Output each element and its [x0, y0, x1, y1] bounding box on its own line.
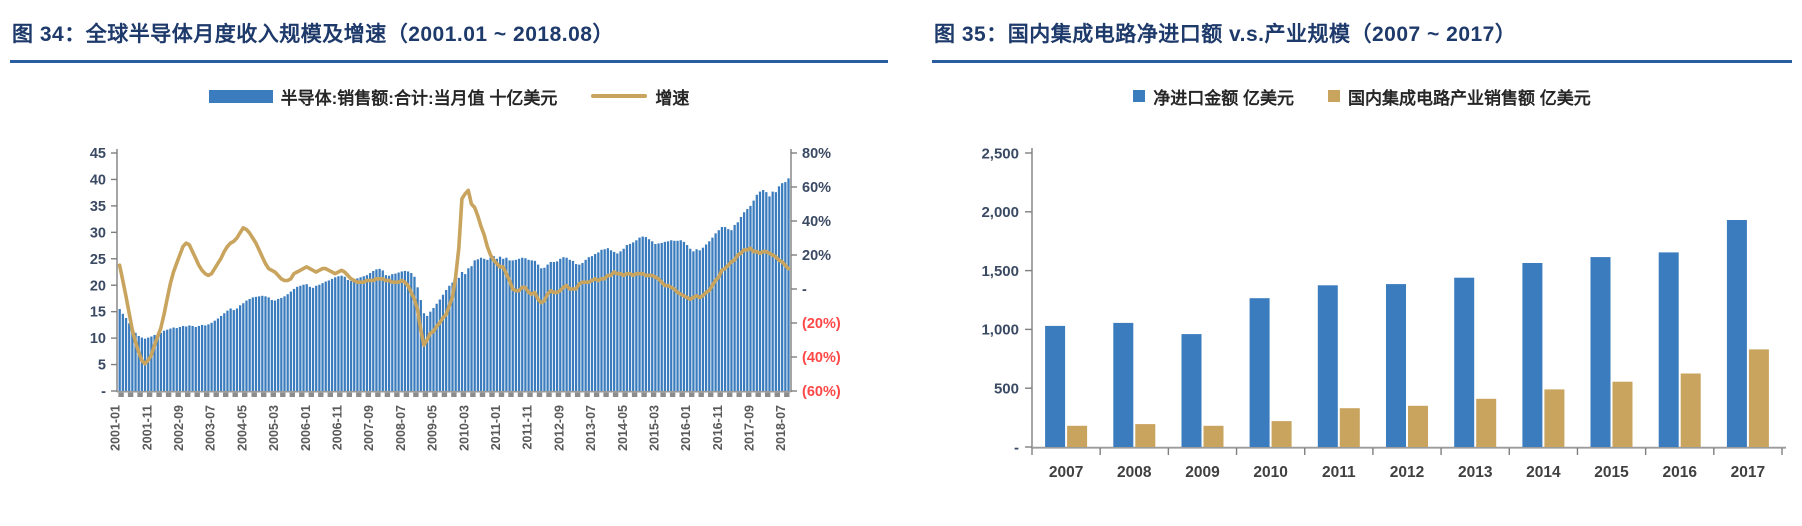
svg-text:2,500: 2,500	[981, 145, 1019, 162]
svg-text:2003-07: 2003-07	[204, 405, 218, 451]
x-axis-labels: 2007 2008 2009 2010 2011 2012 2013 2014 2015 2016…	[1031, 448, 1783, 481]
svg-text:-: -	[802, 282, 807, 298]
svg-text:2015-03: 2015-03	[648, 405, 662, 451]
svg-text:1,500: 1,500	[981, 263, 1019, 280]
net-import-bars	[1045, 220, 1747, 447]
line-series-swatch	[591, 94, 648, 98]
svg-text:20%: 20%	[802, 248, 831, 264]
domestic-sales-swatch	[1328, 90, 1340, 102]
svg-text:2009-05: 2009-05	[426, 405, 440, 451]
svg-text:2008: 2008	[1117, 464, 1152, 481]
svg-text:2011-11: 2011-11	[521, 405, 535, 450]
svg-text:(60%): (60%)	[802, 384, 841, 400]
svg-text:-: -	[1014, 439, 1019, 456]
svg-text:2011-01: 2011-01	[489, 405, 503, 450]
svg-text:2015: 2015	[1594, 464, 1629, 481]
svg-text:2,000: 2,000	[981, 204, 1019, 221]
svg-text:40%: 40%	[802, 214, 831, 230]
legend-item-growth: 增速	[591, 84, 689, 109]
svg-text:2004-05: 2004-05	[235, 405, 249, 451]
figure-35: 图 35：国内集成电路净进口额 v.s.产业规模（2007 ~ 2017） 净进…	[932, 12, 1792, 515]
figure-34-title: 图 34：全球半导体月度收入规模及增速（2001.01 ~ 2018.08）	[10, 12, 888, 63]
svg-text:15: 15	[90, 305, 106, 321]
x-axis-labels: 2001-01 2001-11 2002-09 2003-07 2004-05 2005-…	[109, 405, 789, 451]
svg-text:2010-03: 2010-03	[457, 405, 471, 451]
combo-chart-canvas: 45 40 35 30 25 20 15 10 5 - 80% 60% 40% 20% - (20%) (40%…	[90, 146, 841, 451]
svg-text:35: 35	[90, 199, 106, 215]
svg-text:2016: 2016	[1662, 464, 1697, 481]
legend-item-net-import: 净进口金额 亿美元	[1133, 84, 1294, 109]
grouped-bar-chart-canvas: 2,500 2,000 1,500 1,000 500 - 2007 2008 2009 2010…	[981, 145, 1786, 481]
svg-text:2012-09: 2012-09	[552, 405, 566, 451]
left-axis-labels: 45 40 35 30 25 20 15 10 5 -	[90, 146, 117, 400]
svg-text:2013-07: 2013-07	[584, 405, 598, 451]
svg-text:2012: 2012	[1390, 464, 1424, 481]
svg-text:2016-11: 2016-11	[711, 405, 725, 450]
svg-text:20: 20	[90, 278, 106, 294]
svg-text:2017-09: 2017-09	[743, 405, 757, 451]
svg-text:5: 5	[98, 358, 106, 374]
svg-text:2001-11: 2001-11	[140, 405, 154, 450]
svg-text:45: 45	[90, 146, 106, 162]
svg-text:2014: 2014	[1526, 464, 1561, 481]
svg-text:2013: 2013	[1458, 464, 1493, 481]
x-axis-ticks	[118, 392, 790, 397]
bar-series-swatch	[208, 89, 273, 103]
svg-text:2016-01: 2016-01	[679, 405, 693, 451]
svg-text:2006-01: 2006-01	[299, 405, 313, 451]
legend-label-growth: 增速	[655, 88, 690, 108]
figure-35-legend: 净进口金额 亿美元 国内集成电路产业销售额 亿美元	[932, 84, 1792, 109]
svg-text:2018-07: 2018-07	[774, 405, 788, 451]
growth-line	[117, 188, 791, 366]
svg-text:40: 40	[90, 173, 106, 189]
sales-bars	[118, 178, 790, 391]
svg-text:2010: 2010	[1253, 464, 1287, 481]
legend-label-sales: 半导体:销售额:合计:当月值 十亿美元	[280, 88, 558, 108]
svg-text:2001-01: 2001-01	[109, 405, 123, 451]
y-axis-labels: 2,500 2,000 1,500 1,000 500 -	[981, 145, 1032, 456]
svg-text:2008-07: 2008-07	[394, 405, 408, 451]
legend-item-domestic-sales: 国内集成电路产业销售额 亿美元	[1328, 84, 1591, 109]
net-import-swatch	[1133, 90, 1146, 102]
svg-text:2014-05: 2014-05	[616, 405, 630, 451]
svg-text:1,000: 1,000	[981, 322, 1019, 339]
svg-text:(40%): (40%)	[802, 350, 841, 366]
svg-text:500: 500	[994, 380, 1019, 397]
svg-text:30: 30	[90, 225, 106, 241]
svg-text:2007-09: 2007-09	[362, 405, 376, 451]
domestic-sales-bars	[1067, 349, 1769, 447]
svg-text:80%: 80%	[802, 146, 831, 162]
figure-35-title: 图 35：国内集成电路净进口额 v.s.产业规模（2007 ~ 2017）	[932, 12, 1792, 63]
svg-text:2006-11: 2006-11	[331, 405, 345, 450]
legend-label-domestic-sales: 国内集成电路产业销售额 亿美元	[1348, 88, 1591, 108]
svg-text:60%: 60%	[802, 180, 831, 196]
svg-text:2005-03: 2005-03	[267, 405, 281, 451]
svg-text:2017: 2017	[1731, 464, 1765, 481]
svg-text:2009: 2009	[1185, 464, 1220, 481]
svg-text:2011: 2011	[1322, 464, 1356, 481]
figure-34-legend: 半导体:销售额:合计:当月值 十亿美元 增速	[10, 84, 888, 109]
legend-label-net-import: 净进口金额 亿美元	[1153, 88, 1294, 108]
right-axis-labels: 80% 60% 40% 20% - (20%) (40%) (60%)	[791, 146, 841, 400]
svg-text:10: 10	[90, 331, 106, 347]
svg-text:(20%): (20%)	[802, 316, 841, 332]
figure-34: 图 34：全球半导体月度收入规模及增速（2001.01 ~ 2018.08） 半…	[10, 12, 888, 515]
svg-text:-: -	[101, 384, 106, 400]
svg-text:2007: 2007	[1049, 464, 1083, 481]
svg-text:2002-09: 2002-09	[172, 405, 186, 451]
svg-text:25: 25	[90, 252, 106, 268]
legend-item-sales: 半导体:销售额:合计:当月值 十亿美元	[208, 84, 558, 109]
